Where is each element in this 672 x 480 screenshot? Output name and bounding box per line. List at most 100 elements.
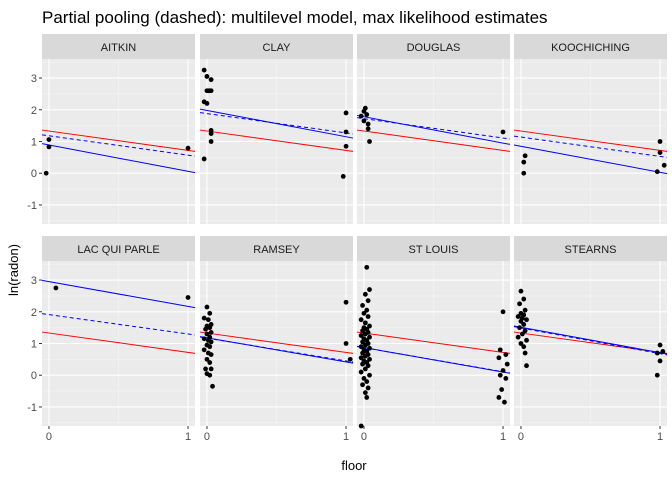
- data-point: [367, 356, 372, 362]
- data-point: [358, 113, 364, 119]
- data-point: [201, 156, 207, 162]
- data-point: [207, 372, 213, 378]
- facet-panel-stearns: STEARNS 0 1: [513, 236, 668, 443]
- complete-pooling-line: [356, 331, 511, 354]
- data-point: [364, 395, 370, 400]
- data-point: [185, 295, 191, 300]
- data-point: [518, 288, 524, 294]
- data-point: [524, 317, 529, 323]
- data-point: [46, 137, 52, 142]
- data-point: [358, 317, 364, 323]
- data-point: [654, 372, 660, 378]
- partial-pooling-line: [356, 345, 511, 374]
- partial-pooling-line: [199, 112, 354, 135]
- facet-panel-douglas: DOUGLAS: [356, 34, 511, 224]
- chart-title: Partial pooling (dashed): multilevel mod…: [42, 8, 548, 27]
- data-point: [207, 310, 213, 316]
- data-point: [660, 349, 666, 354]
- data-point: [360, 303, 365, 308]
- data-point: [362, 291, 368, 297]
- data-point: [521, 322, 527, 327]
- partial-pooling-line: [41, 134, 196, 157]
- y-tick-label: -1: [27, 402, 37, 414]
- data-point: [657, 342, 663, 348]
- data-point: [497, 347, 503, 353]
- data-point: [360, 382, 365, 388]
- x-tick-label: 1: [500, 431, 506, 443]
- facet-strip: [42, 34, 195, 59]
- data-point: [367, 323, 372, 329]
- data-point: [521, 344, 527, 350]
- data-point: [208, 88, 214, 94]
- data-point: [524, 363, 529, 369]
- data-point: [362, 331, 368, 337]
- data-point: [364, 264, 370, 270]
- y-tick-label: 3: [31, 73, 37, 85]
- data-point: [210, 383, 215, 389]
- data-point: [208, 339, 214, 345]
- data-point: [365, 314, 371, 319]
- data-point: [185, 145, 191, 151]
- data-point: [502, 399, 507, 405]
- x-tick-label: 0: [361, 431, 367, 443]
- facet-strip-label: STEARNS: [565, 244, 617, 256]
- partial-pooling-line: [199, 336, 354, 363]
- data-point: [358, 344, 364, 350]
- data-point: [360, 361, 365, 367]
- data-point: [661, 162, 667, 168]
- facet-panel-clay: CLAY: [199, 34, 354, 224]
- x-tick-label: 1: [343, 431, 349, 443]
- no-pooling-line: [513, 325, 668, 355]
- complete-pooling-line: [199, 129, 354, 152]
- data-point: [657, 150, 663, 156]
- y-tick-label: 0: [31, 370, 37, 382]
- data-point: [343, 143, 349, 149]
- data-point: [201, 315, 207, 321]
- data-point: [519, 331, 525, 337]
- complete-pooling-line: [513, 129, 668, 152]
- facet-strip-label: LAC QUI PARLE: [77, 244, 159, 256]
- data-point: [496, 395, 502, 400]
- data-point: [504, 361, 510, 367]
- data-point: [361, 108, 367, 114]
- complete-pooling-line: [356, 129, 511, 152]
- data-point: [521, 296, 527, 302]
- data-point: [657, 139, 663, 144]
- data-point: [205, 317, 211, 323]
- data-point: [207, 360, 213, 365]
- facet-strip: [514, 34, 667, 59]
- data-point: [517, 301, 522, 307]
- data-point: [365, 126, 371, 132]
- y-tick-label: 1: [31, 137, 37, 149]
- facet-strip-label: AITKIN: [101, 42, 137, 54]
- data-point: [360, 328, 365, 334]
- data-point: [654, 350, 660, 356]
- partial-pooling-line: [356, 117, 511, 140]
- data-point: [207, 344, 213, 350]
- data-point: [503, 376, 509, 381]
- data-point: [365, 121, 371, 127]
- facet-strip-label: ST LOUIS: [409, 244, 459, 256]
- data-point: [208, 366, 214, 372]
- complete-pooling-line: [41, 129, 196, 152]
- facet-panel-lac-qui-parle: LAC QUI PARLE -1 0 1 2 3 0 1: [27, 236, 196, 443]
- partial-pooling-line: [513, 135, 668, 158]
- data-point: [518, 341, 524, 346]
- data-point: [208, 131, 214, 136]
- data-point: [367, 139, 372, 144]
- data-point: [497, 372, 503, 378]
- data-point: [360, 339, 365, 345]
- data-point: [365, 385, 371, 391]
- data-point: [364, 379, 370, 384]
- data-point: [207, 325, 213, 331]
- x-axis-title: floor: [341, 458, 367, 473]
- data-point: [518, 318, 524, 324]
- data-point: [201, 347, 207, 353]
- data-point: [365, 363, 371, 369]
- complete-pooling-line: [41, 331, 196, 354]
- data-point: [522, 328, 528, 334]
- data-point: [500, 368, 506, 373]
- x-tick-label: 0: [46, 431, 52, 443]
- data-point: [53, 285, 59, 291]
